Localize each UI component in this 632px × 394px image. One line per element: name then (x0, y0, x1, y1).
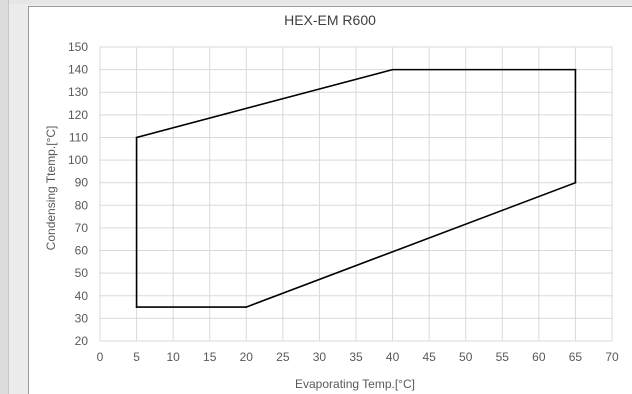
x-tick-label: 10 (166, 350, 180, 364)
envelope-vertex (135, 136, 138, 139)
page-left-margin (0, 0, 9, 394)
y-tick-label: 150 (68, 40, 88, 54)
y-axis-label: Condensing Ttemp.[°C] (44, 126, 58, 251)
page-background-top (0, 0, 632, 4)
y-tick-label: 130 (68, 85, 88, 99)
x-tick-label: 30 (313, 350, 327, 364)
chart-grid (99, 46, 613, 342)
x-tick-label: 50 (459, 350, 473, 364)
x-tick-label: 25 (276, 350, 290, 364)
envelope-vertex (245, 306, 248, 308)
y-tick-label: 120 (68, 108, 88, 122)
y-tick-label: 110 (69, 130, 88, 144)
x-tick-label: 65 (569, 350, 583, 364)
y-tick-label: 70 (75, 221, 89, 235)
y-tick-label: 20 (75, 334, 89, 348)
envelope-vertex (574, 181, 577, 184)
x-tick-label: 45 (422, 350, 436, 364)
y-tick-label: 50 (75, 266, 89, 280)
x-tick-label: 15 (203, 350, 217, 364)
x-tick-label: 0 (97, 350, 104, 364)
envelope-vertex (391, 68, 394, 71)
chart-series (135, 68, 577, 308)
x-tick-label: 60 (532, 350, 546, 364)
y-tick-label: 30 (75, 311, 89, 325)
y-tick-label: 40 (75, 289, 89, 303)
x-tick-label: 40 (386, 350, 400, 364)
y-tick-label: 100 (68, 153, 88, 167)
y-tick-label: 140 (68, 63, 88, 77)
y-tick-label: 80 (75, 198, 89, 212)
x-tick-label: 5 (133, 350, 140, 364)
y-axis-ticks: 20 30 40 50 60 70 80 90 100 110 120 130 140 150 (68, 40, 88, 348)
y-tick-label: 90 (75, 176, 89, 190)
x-tick-label: 55 (496, 350, 510, 364)
x-axis-label: Evaporating Temp.[°C] (295, 377, 415, 391)
envelope-vertex (574, 68, 577, 71)
x-axis-ticks: 0 5 10 15 20 25 30 35 40 45 50 55 60 65 70 (97, 350, 619, 364)
x-tick-label: 20 (240, 350, 254, 364)
chart-title: HEX-EM R600 (284, 12, 376, 28)
x-tick-label: 35 (349, 350, 363, 364)
x-tick-label: 70 (605, 350, 619, 364)
envelope-vertex (135, 306, 138, 308)
y-tick-label: 60 (75, 244, 89, 258)
